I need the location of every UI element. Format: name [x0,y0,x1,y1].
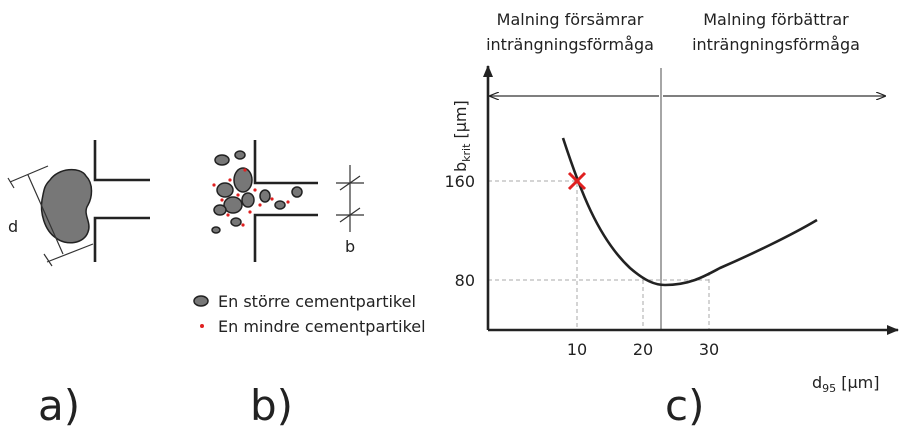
x-tick-label: 10 [567,340,587,359]
guide-line [488,181,710,330]
x-tick-label: 20 [633,340,653,359]
y-tick-label: 160 [444,172,475,191]
panel-label: c) [665,381,704,430]
region-label: inträngningsförmåga [486,35,654,54]
panel-label: a) [38,381,80,430]
figure: d a) b En större ce [0,0,903,431]
x-axis-label: d95 [µm] [812,373,880,395]
panel-a: d a) [8,140,150,430]
y-axis-label: bkrit [µm] [451,100,473,172]
x-axis-label-unit: [µm] [836,373,879,392]
legend-marker [194,296,208,306]
particle [42,170,92,243]
x-axis-label-sub: 95 [822,382,836,395]
region-label: Malning förbättrar [703,10,849,29]
legend-marker [200,324,204,328]
panel-b: b En större cementpartikel En mindre cem… [194,140,426,430]
legend-label: En större cementpartikel [218,292,416,311]
curve [563,138,817,285]
x-tick-label: 30 [699,340,719,359]
region-label: Malning försämrar [497,10,644,29]
legend-label: En mindre cementpartikel [218,317,426,336]
channel [95,140,150,262]
dimension-line [336,165,364,232]
panel-c: Malning försämrar inträngningsförmåga Ma… [444,10,898,430]
region-label: inträngningsförmåga [692,35,860,54]
particle-cluster [212,151,302,233]
y-axis-label-main: b [451,162,470,172]
y-axis-label-unit: [µm] [451,100,470,143]
dimension-label: d [8,217,18,236]
y-axis-label-sub: krit [460,143,473,162]
panel-label: b) [250,381,293,430]
y-tick-label: 80 [455,271,475,290]
x-axis-label-main: d [812,373,822,392]
dimension-label: b [345,237,355,256]
